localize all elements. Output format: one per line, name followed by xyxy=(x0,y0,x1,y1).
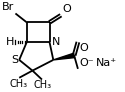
Polygon shape xyxy=(53,53,75,60)
Text: Na⁺: Na⁺ xyxy=(96,58,117,68)
Text: H: H xyxy=(6,37,14,47)
Text: CH₃: CH₃ xyxy=(9,79,27,89)
Text: S: S xyxy=(11,55,18,65)
Text: N: N xyxy=(51,37,60,47)
Text: Br: Br xyxy=(2,2,14,12)
Text: CH₃: CH₃ xyxy=(34,80,52,90)
Text: O: O xyxy=(80,43,88,53)
Text: O: O xyxy=(63,4,72,14)
Text: O⁻: O⁻ xyxy=(80,58,94,68)
